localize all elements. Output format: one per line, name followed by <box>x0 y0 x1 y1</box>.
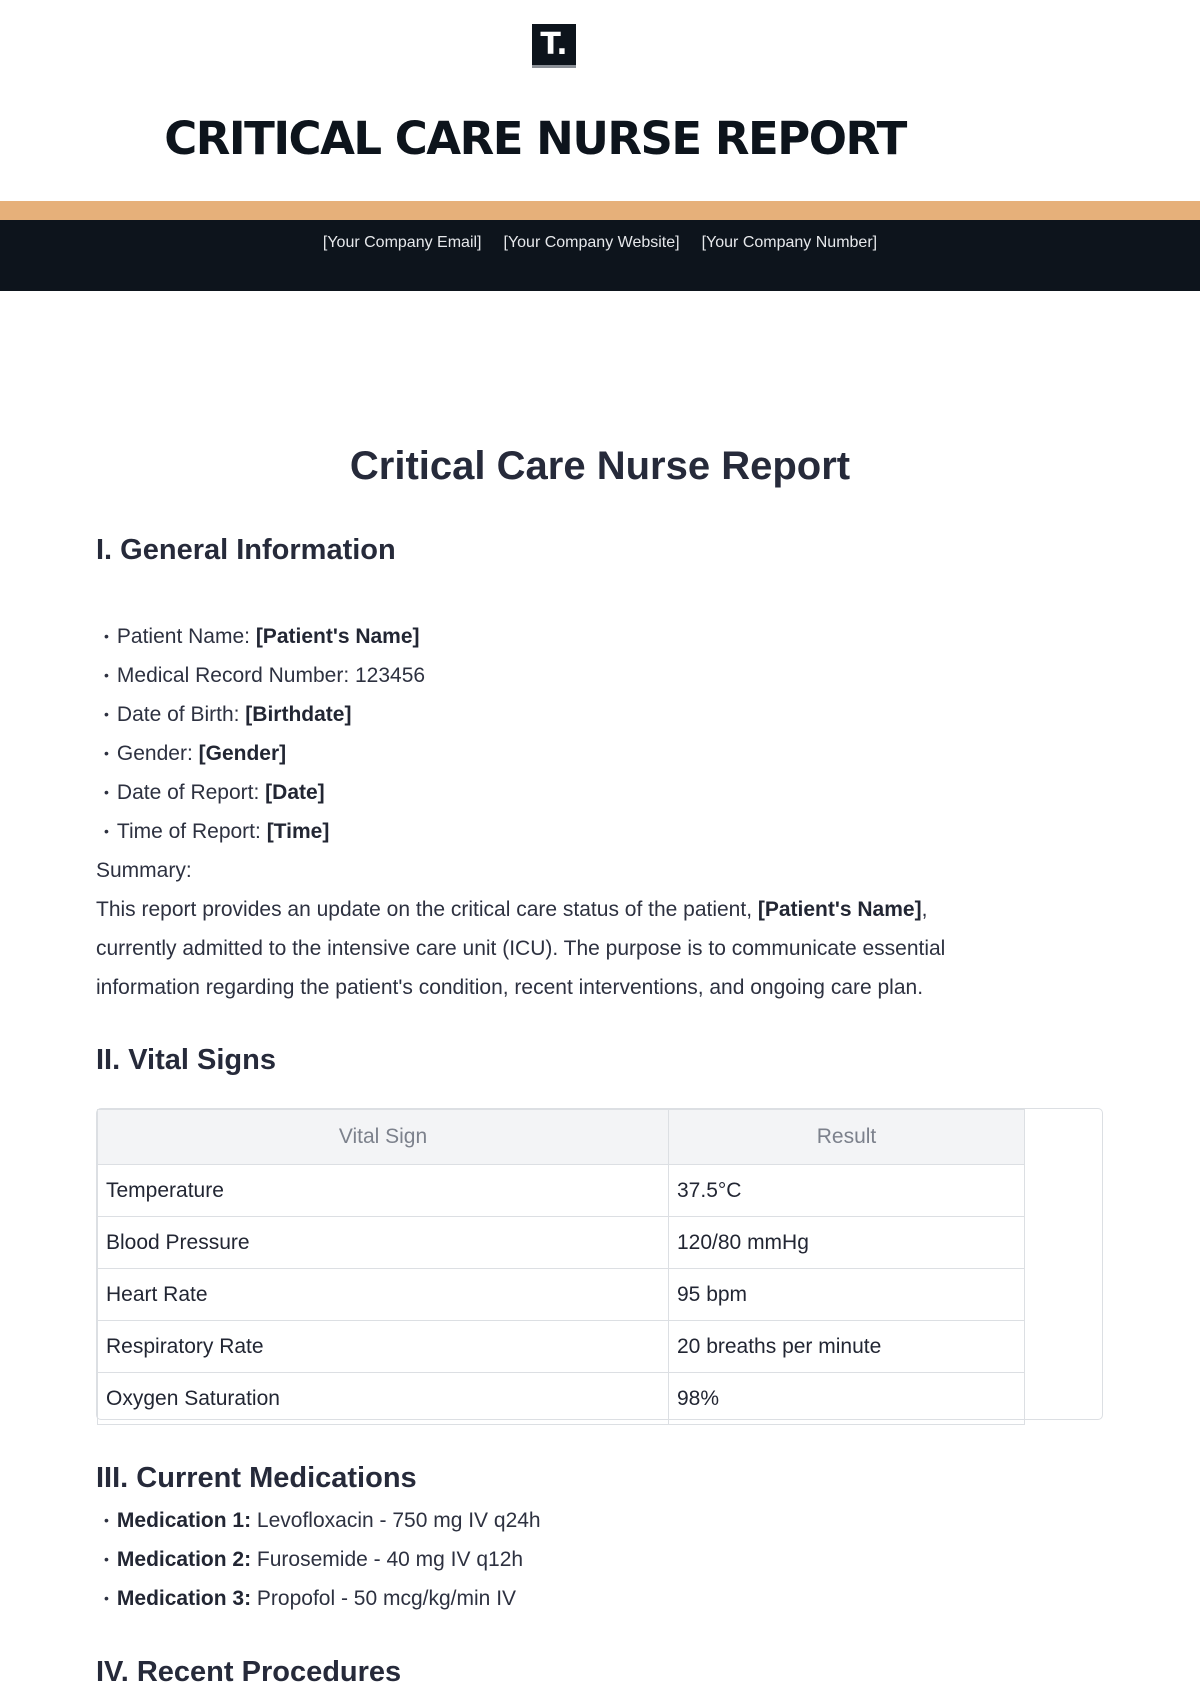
summary-line: information regarding the patient's cond… <box>96 976 924 999</box>
vital-sign-result: 20 breaths per minute <box>668 1320 1025 1373</box>
vital-sign-result: 98% <box>668 1372 1025 1425</box>
vital-sign-result: 95 bpm <box>668 1268 1025 1321</box>
vital-sign-name: Temperature <box>97 1164 669 1217</box>
section-heading-general: I. General Information <box>96 534 396 566</box>
table-row: Blood Pressure 120/80 mmHg <box>97 1216 1025 1269</box>
summary-label: Summary: <box>96 859 192 882</box>
section-heading-vitals: II. Vital Signs <box>96 1044 276 1076</box>
list-item: Date of Report: [Date] <box>104 773 325 814</box>
list-item: Medication 3: Propofol - 50 mcg/kg/min I… <box>104 1579 516 1620</box>
accent-band <box>0 201 1200 220</box>
list-item: Gender: [Gender] <box>104 734 286 775</box>
vital-sign-name: Oxygen Saturation <box>97 1372 669 1425</box>
list-item: Patient Name: [Patient's Name] <box>104 617 420 658</box>
summary-line: currently admitted to the intensive care… <box>96 937 946 960</box>
vital-sign-name: Respiratory Rate <box>97 1320 669 1373</box>
contact-band <box>0 220 1200 291</box>
company-website: [Your Company Website] <box>503 234 680 251</box>
list-item: Date of Birth: [Birthdate] <box>104 695 352 736</box>
vital-sign-name: Heart Rate <box>97 1268 669 1321</box>
summary-line: This report provides an update on the cr… <box>96 898 928 921</box>
table-header-row: Vital Sign Result <box>97 1109 1025 1165</box>
vital-sign-name: Blood Pressure <box>97 1216 669 1269</box>
company-logo: T. <box>532 24 576 68</box>
section-heading-procedures: IV. Recent Procedures <box>96 1656 402 1688</box>
vital-sign-result: 37.5°C <box>668 1164 1025 1217</box>
list-item: Medication 1: Levofloxacin - 750 mg IV q… <box>104 1501 541 1542</box>
company-email: [Your Company Email] <box>322 234 482 251</box>
list-item: Medication 2: Furosemide - 40 mg IV q12h <box>104 1540 523 1581</box>
list-item: Time of Report: [Time] <box>104 812 329 853</box>
brand-title: CRITICAL CARE NURSE REPORT <box>164 112 907 165</box>
table-row: Heart Rate 95 bpm <box>97 1268 1025 1321</box>
section-heading-medications: III. Current Medications <box>96 1462 417 1494</box>
vital-sign-result: 120/80 mmHg <box>668 1216 1025 1269</box>
table-row: Respiratory Rate 20 breaths per minute <box>97 1320 1025 1373</box>
document-title: Critical Care Nurse Report <box>349 444 851 488</box>
company-number: [Your Company Number] <box>701 234 878 251</box>
column-header: Vital Sign <box>97 1109 669 1165</box>
contact-info: [Your Company Email] [Your Company Websi… <box>0 234 1200 252</box>
table-row: Oxygen Saturation 98% <box>97 1372 1025 1425</box>
column-header: Result <box>668 1109 1025 1165</box>
table-row: Temperature 37.5°C <box>97 1164 1025 1217</box>
vital-signs-table: Vital Sign Result Temperature 37.5°C Bloo… <box>96 1108 1103 1425</box>
list-item: Medical Record Number: 123456 <box>104 656 425 697</box>
